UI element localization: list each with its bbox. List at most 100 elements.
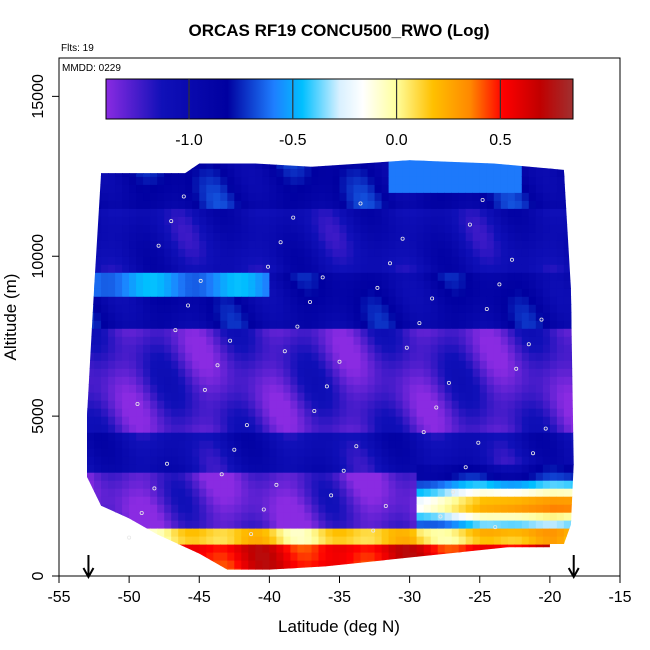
heatmap-cell: [528, 560, 537, 569]
heatmap-cell: [325, 360, 334, 369]
heatmap-cell: [507, 224, 516, 233]
heatmap-cell: [87, 488, 95, 497]
heatmap-cell: [381, 288, 390, 297]
heatmap-cell: [234, 288, 242, 297]
heatmap-cell: [500, 400, 509, 409]
heatmap-cell: [318, 304, 327, 313]
heatmap-cell: [255, 384, 263, 393]
heatmap-cell: [507, 528, 516, 537]
heatmap-cell: [185, 344, 193, 353]
heatmap-cell: [185, 288, 193, 297]
heatmap-cell: [115, 368, 123, 377]
heatmap-cell: [458, 504, 467, 513]
heatmap-cell: [388, 392, 397, 401]
heatmap-cell: [388, 408, 397, 417]
heatmap-cell: [437, 304, 446, 313]
heatmap-cell: [570, 336, 574, 345]
heatmap-cell: [290, 256, 298, 265]
heatmap-cell: [234, 472, 242, 481]
heatmap-cell: [192, 312, 200, 321]
heatmap-cell: [360, 272, 369, 281]
heatmap-cell: [374, 272, 383, 281]
heatmap-cell: [360, 376, 369, 385]
heatmap-cell: [500, 392, 509, 401]
heatmap-cell: [171, 168, 179, 177]
colorbar: -1.0 -0.5 0.0 0.5: [105, 78, 574, 149]
heatmap-cell: [213, 432, 221, 441]
heatmap-cell: [465, 472, 474, 481]
heatmap-cell: [430, 480, 439, 489]
heatmap-cell: [549, 456, 558, 465]
heatmap-cell: [388, 200, 397, 209]
heatmap-cell: [297, 504, 305, 513]
heatmap-cell: [458, 336, 467, 345]
observation-point: [337, 359, 342, 364]
heatmap-cell: [332, 232, 341, 241]
heatmap-cell: [234, 160, 242, 161]
heatmap-cell: [563, 336, 572, 345]
heatmap-cell: [206, 240, 214, 249]
heatmap-cell: [290, 232, 298, 241]
heatmap-cell: [87, 304, 88, 313]
heatmap-cell: [143, 536, 151, 545]
heatmap-cell: [94, 272, 102, 281]
heatmap-cell: [171, 184, 179, 193]
heatmap-cell: [136, 328, 144, 337]
heatmap-cell: [262, 224, 270, 233]
heatmap-cell: [122, 560, 130, 569]
heatmap-cell: [206, 568, 214, 570]
heatmap-cell: [374, 336, 383, 345]
heatmap-cell: [535, 520, 544, 529]
heatmap-cell: [332, 168, 341, 177]
heatmap-cell: [206, 360, 214, 369]
heatmap-cell: [486, 168, 495, 177]
heatmap-cell: [395, 520, 404, 529]
heatmap-cell: [423, 256, 432, 265]
heatmap-cell: [213, 168, 221, 177]
heatmap-cell: [248, 240, 256, 249]
heatmap-cell: [87, 464, 88, 473]
heatmap-cell: [479, 544, 488, 553]
heatmap-cell: [332, 568, 341, 570]
heatmap-cell: [353, 552, 362, 561]
heatmap-cell: [486, 216, 495, 225]
heatmap-cell: [311, 488, 320, 497]
y-tick-label: 5000: [30, 398, 47, 434]
heatmap-cell: [507, 320, 516, 329]
heatmap-cell: [444, 536, 453, 545]
heatmap-cell: [556, 232, 565, 241]
heatmap-cell: [87, 280, 95, 289]
observation-point: [341, 468, 346, 473]
heatmap-cell: [108, 296, 116, 305]
heatmap-cell: [87, 240, 95, 249]
heatmap-cell: [451, 224, 460, 233]
heatmap-cell: [171, 392, 179, 401]
heatmap-cell: [143, 304, 151, 313]
heatmap-cell: [360, 416, 369, 425]
heatmap-cell: [87, 392, 88, 401]
heatmap-cell: [269, 408, 277, 417]
heatmap-cell: [542, 448, 551, 457]
heatmap-cell: [423, 360, 432, 369]
heatmap-cell: [346, 296, 355, 305]
heatmap-cell: [136, 432, 144, 441]
heatmap-cell: [248, 176, 256, 185]
heatmap-cell: [409, 200, 418, 209]
heatmap-cell: [472, 416, 481, 425]
heatmap-cell: [94, 504, 102, 513]
heatmap-cell: [339, 448, 348, 457]
heatmap-cell: [297, 216, 305, 225]
heatmap-cell: [339, 504, 348, 513]
heatmap-cell: [73, 552, 81, 561]
heatmap-cell: [409, 296, 418, 305]
heatmap-cell: [549, 408, 558, 417]
heatmap-cell: [374, 488, 383, 497]
heatmap-cell: [402, 488, 411, 497]
heatmap-cell: [283, 560, 291, 569]
heatmap-cell: [346, 272, 355, 281]
heatmap-cell: [283, 384, 291, 393]
heatmap-cell: [556, 480, 565, 489]
heatmap-cell: [255, 240, 263, 249]
heatmap-cell: [367, 456, 376, 465]
heatmap-cell: [73, 360, 81, 369]
